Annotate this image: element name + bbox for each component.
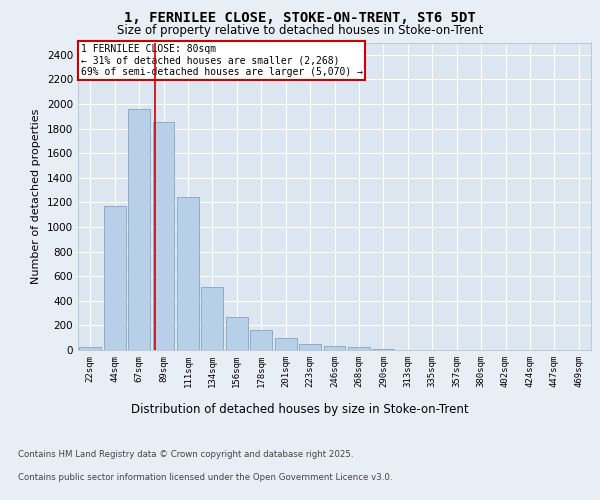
Bar [79,347,101,350]
Bar [128,109,150,350]
Text: Size of property relative to detached houses in Stoke-on-Trent: Size of property relative to detached ho… [117,24,483,37]
Text: Contains public sector information licensed under the Open Government Licence v3: Contains public sector information licen… [18,472,392,482]
Y-axis label: Number of detached properties: Number of detached properties [31,108,41,284]
Bar [323,346,346,350]
Bar [250,330,272,350]
Text: Distribution of detached houses by size in Stoke-on-Trent: Distribution of detached houses by size … [131,402,469,415]
Bar [299,344,321,350]
Bar [152,122,175,350]
Bar [104,206,125,350]
Text: Contains HM Land Registry data © Crown copyright and database right 2025.: Contains HM Land Registry data © Crown c… [18,450,353,459]
Text: 1 FERNILEE CLOSE: 80sqm
← 31% of detached houses are smaller (2,268)
69% of semi: 1 FERNILEE CLOSE: 80sqm ← 31% of detache… [80,44,362,77]
Bar [177,197,199,350]
Text: 1, FERNILEE CLOSE, STOKE-ON-TRENT, ST6 5DT: 1, FERNILEE CLOSE, STOKE-ON-TRENT, ST6 5… [124,11,476,25]
Bar [202,286,223,350]
Bar [226,317,248,350]
Bar [275,338,296,350]
Bar [348,347,370,350]
